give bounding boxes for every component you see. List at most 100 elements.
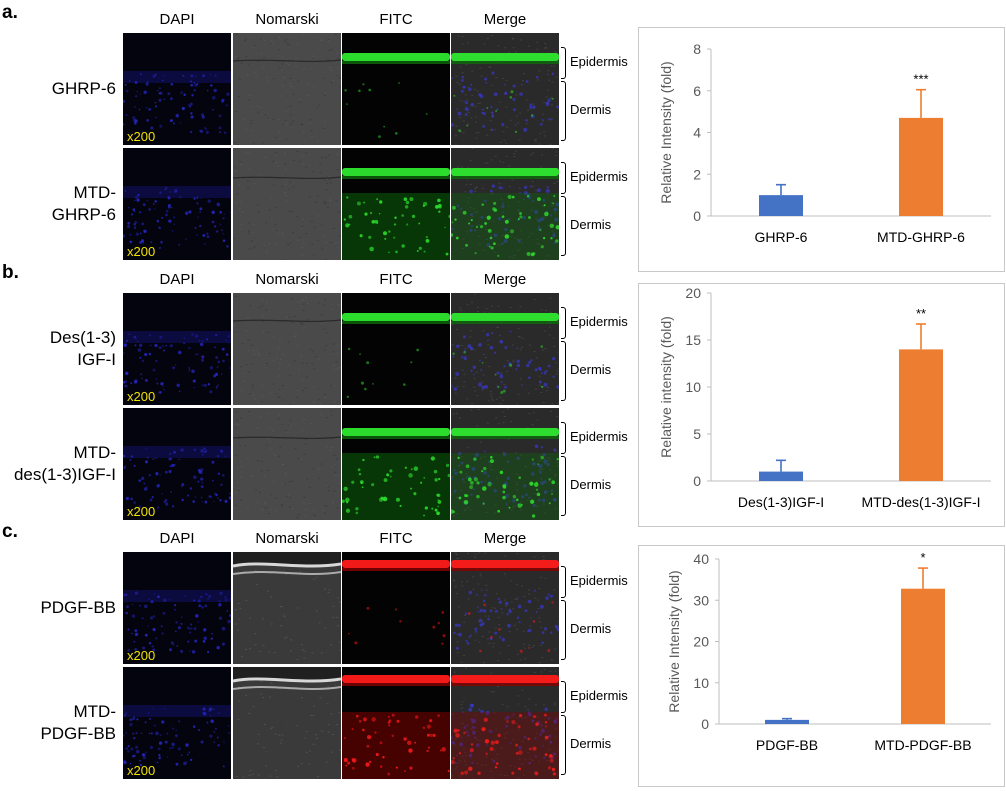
column-header-nomarski: Nomarski <box>255 271 319 288</box>
dermis-label: Dermis <box>570 477 612 492</box>
row-label-line: des(1-3)IGF-I <box>13 465 116 484</box>
micrograph-image <box>342 552 450 664</box>
row-label: MTD- PDGF-BB <box>4 701 116 745</box>
x-tick-label: PDGF-BB <box>756 737 818 753</box>
micrograph-image <box>233 148 341 260</box>
micrograph-image <box>123 293 231 405</box>
bar <box>901 588 945 724</box>
dermis-bracket <box>561 81 566 141</box>
column-header-merge: Merge <box>483 11 527 28</box>
bar-chart: 0 2 4 6 8 Relative Intensity (fold) GHRP-6 *** M… <box>658 41 991 245</box>
magnification-label: x200 <box>127 244 156 259</box>
column-header-fitc: FITC <box>379 271 413 288</box>
micrograph-image <box>233 33 341 145</box>
dermis-bracket <box>561 715 566 775</box>
y-tick-label: 20 <box>693 634 709 650</box>
panel-letter: c. <box>2 521 18 542</box>
y-tick-label: 10 <box>685 379 701 395</box>
dermis-bracket <box>561 456 566 516</box>
significance-label: * <box>920 550 925 565</box>
epidermis-bracket <box>561 422 566 454</box>
column-header-merge: Merge <box>483 271 527 288</box>
bar <box>759 471 803 481</box>
magnification-label: x200 <box>127 763 156 778</box>
y-tick-label: 4 <box>693 125 701 141</box>
micrograph-image <box>451 552 559 664</box>
micrograph-image <box>233 667 341 779</box>
micrograph-image <box>342 148 450 260</box>
x-tick-label: Des(1-3)IGF-I <box>738 494 824 510</box>
dermis-label: Dermis <box>570 621 612 636</box>
magnification-label: x200 <box>127 504 156 519</box>
micrograph-dapi: x200 <box>123 33 231 145</box>
dermis-label: Dermis <box>570 102 612 117</box>
y-tick-label: 40 <box>693 551 709 567</box>
row-label-line: MTD- <box>73 183 116 202</box>
dermis-bracket <box>561 341 566 401</box>
micrograph-image <box>342 667 450 779</box>
y-tick-label: 0 <box>701 716 709 732</box>
panel-letter: a. <box>2 2 18 23</box>
micrograph-image <box>123 148 231 260</box>
micrograph-image <box>233 552 341 664</box>
significance-label: ** <box>916 306 926 321</box>
epidermis-bracket <box>561 47 566 79</box>
column-header-merge: Merge <box>483 530 527 547</box>
bar <box>899 349 943 481</box>
row-label: MTD-des(1-3)IGF-I <box>4 442 116 486</box>
micrograph-nomarski <box>233 408 341 520</box>
epidermis-label: Epidermis <box>570 54 628 69</box>
micrograph-image <box>123 667 231 779</box>
micrograph-dapi: x200 <box>123 293 231 405</box>
micrograph-merge <box>451 148 559 260</box>
dermis-bracket <box>561 196 566 256</box>
micrograph-image <box>123 408 231 520</box>
y-tick-label: 0 <box>693 473 701 489</box>
dermis-bracket <box>561 600 566 660</box>
y-tick-label: 6 <box>693 83 701 99</box>
row-label-line: IGF-I <box>77 350 116 369</box>
y-tick-label: 0 <box>693 208 701 224</box>
significance-label: *** <box>913 72 928 87</box>
y-tick-label: 5 <box>693 426 701 442</box>
row-label: Des(1-3) IGF-I <box>4 327 116 371</box>
x-tick-label: GHRP-6 <box>755 229 808 245</box>
row-label-line: GHRP-6 <box>51 205 116 224</box>
column-header-fitc: FITC <box>379 530 413 547</box>
micrograph-merge <box>451 408 559 520</box>
x-tick-label: MTD-des(1-3)IGF-I <box>862 494 981 510</box>
micrograph-fitc <box>342 33 450 145</box>
row-label-line: PDGF-BB <box>40 724 116 743</box>
micrograph-image <box>451 148 559 260</box>
epidermis-label: Epidermis <box>570 429 628 444</box>
micrograph-fitc <box>342 408 450 520</box>
chart-panel: 0 5 10 15 20 Relative intensity (fold) Des(1-3… <box>638 283 1005 527</box>
chart-panel: 0 10 20 30 40 Relative Intensity (fold) PDGF-B… <box>638 545 1005 787</box>
epidermis-bracket <box>561 566 566 598</box>
micrograph-nomarski <box>233 293 341 405</box>
epidermis-bracket <box>561 162 566 194</box>
micrograph-dapi: x200 <box>123 552 231 664</box>
epidermis-label: Epidermis <box>570 573 628 588</box>
panel-letter: b. <box>2 262 19 283</box>
micrograph-dapi: x200 <box>123 408 231 520</box>
micrograph-image <box>342 408 450 520</box>
micrograph-image <box>451 667 559 779</box>
chart-panel: 0 2 4 6 8 Relative Intensity (fold) GHRP-6 *** M… <box>638 27 1005 272</box>
y-axis-label: Relative Intensity (fold) <box>658 61 674 203</box>
row-label-line: MTD- <box>73 443 116 462</box>
row-label-line: GHRP-6 <box>51 79 116 98</box>
row-label-line: PDGF-BB <box>40 598 116 617</box>
row-label-line: MTD- <box>73 702 116 721</box>
epidermis-bracket <box>561 681 566 713</box>
column-header-nomarski: Nomarski <box>255 11 319 28</box>
epidermis-label: Epidermis <box>570 314 628 329</box>
y-tick-label: 15 <box>685 332 701 348</box>
column-header-dapi: DAPI <box>159 11 195 28</box>
micrograph-image <box>233 408 341 520</box>
dermis-label: Dermis <box>570 736 612 751</box>
bar <box>899 117 943 216</box>
micrograph-dapi: x200 <box>123 667 231 779</box>
micrograph-image <box>451 408 559 520</box>
y-tick-label: 2 <box>693 166 701 182</box>
